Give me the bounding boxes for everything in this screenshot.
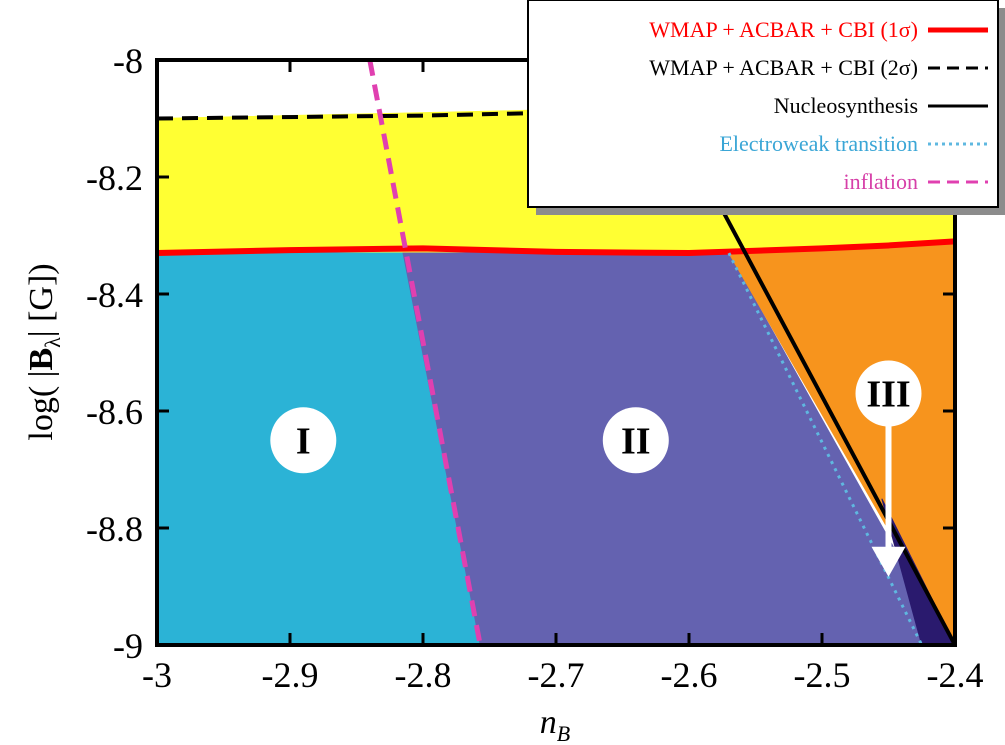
y-axis-title: log( |Bλ| [G]): [23, 263, 65, 440]
legend-label: Electroweak transition: [719, 131, 918, 156]
legend-label: inflation: [843, 169, 918, 194]
x-tick-label: -2.6: [661, 655, 718, 695]
legend-label: WMAP + ACBAR + CBI (1σ): [649, 17, 918, 42]
x-axis-title: nB: [540, 704, 570, 745]
y-tick-label: -8.8: [86, 509, 143, 549]
x-tick-label: -3: [142, 655, 172, 695]
y-tick-label: -8.4: [86, 275, 143, 315]
series-line-3: [687, 146, 955, 645]
annotation-circle: [602, 407, 669, 474]
legend-label: Nucleosynthesis: [774, 93, 918, 118]
x-tick-label: -2.4: [927, 655, 984, 695]
legend-box: [527, 0, 999, 208]
y-tick-label: -8.6: [86, 392, 143, 432]
annotation-arrow-head: [871, 546, 906, 577]
y-tick-label: -8: [113, 41, 143, 81]
annotation-circle: [855, 360, 922, 427]
x-axis: -3 -2.9 -2.8 -2.7 -2.6 -2.5 -2.4: [142, 60, 984, 695]
legend: WMAP + ACBAR + CBI (1σ) WMAP + ACBAR + CB…: [527, 0, 1005, 215]
x-tick-label: -2.7: [528, 655, 585, 695]
series-line-1: [157, 238, 955, 257]
x-tick-label: -2.8: [395, 655, 452, 695]
y-axis: -9 -8.8 -8.6 -8.4 -8.2 -8: [86, 41, 955, 666]
x-tick-label: -2.5: [794, 655, 851, 695]
y-tick-label: -9: [113, 626, 143, 666]
annotation-circle: [270, 407, 337, 474]
y-tick-label: -8.2: [86, 158, 143, 198]
region-5: [881, 498, 955, 645]
annotation-label: II: [621, 420, 651, 462]
annotation-label: III: [866, 373, 910, 415]
annotation-label: I: [296, 420, 311, 462]
x-tick-label: -2.9: [262, 655, 319, 695]
series-line-4: [727, 252, 924, 645]
legend-label: WMAP + ACBAR + CBI (2σ): [649, 55, 918, 80]
